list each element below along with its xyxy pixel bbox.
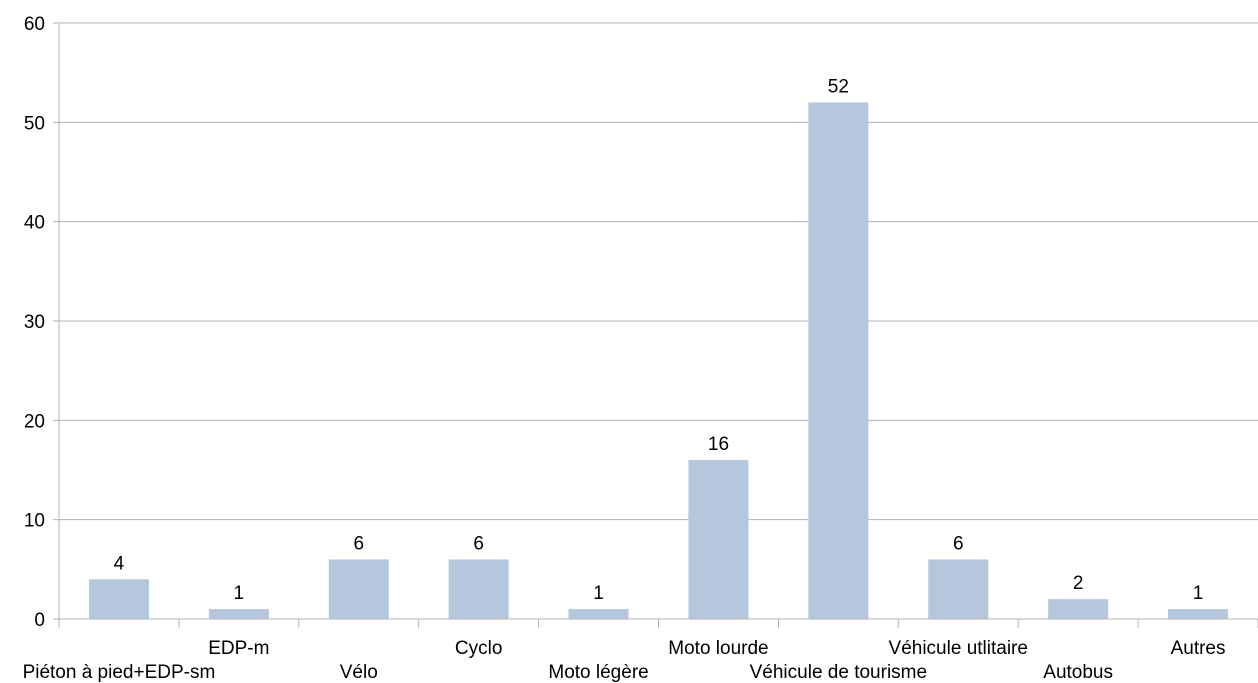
y-tick-label: 0	[34, 610, 45, 631]
y-tick-label: 40	[24, 213, 45, 234]
x-category-label: Vélo	[340, 662, 378, 683]
y-tick-label: 60	[24, 14, 45, 35]
gridlines	[59, 22, 1258, 521]
bar-5	[568, 609, 629, 619]
data-label: 1	[234, 583, 245, 604]
y-tick-label: 30	[24, 312, 45, 333]
data-label: 6	[953, 533, 964, 554]
bar-6	[688, 460, 749, 619]
x-category-label: Véhicule de tourisme	[750, 662, 927, 683]
bar-3	[328, 559, 389, 619]
x-category-label: Véhicule utlitaire	[889, 638, 1028, 659]
y-tick-label: 20	[24, 411, 45, 432]
bar-10	[1168, 609, 1229, 619]
x-category-label: Piéton à pied+EDP-sm	[23, 662, 216, 683]
bar-2	[208, 609, 269, 619]
bar-9	[1048, 599, 1109, 619]
axes	[53, 22, 1258, 628]
data-label: 16	[708, 434, 729, 455]
x-category-label: EDP-m	[208, 638, 269, 659]
data-label: 1	[1193, 583, 1204, 604]
x-category-label: Moto légère	[548, 662, 648, 683]
data-label: 6	[353, 533, 364, 554]
data-label: 52	[828, 76, 849, 97]
bar-8	[928, 559, 989, 619]
data-label: 2	[1073, 573, 1084, 594]
bars	[88, 102, 1229, 619]
labels: 0 10 20 30 40 50 60 4 Piéton à pied+EDP-sm 1 EDP-m…	[23, 14, 1226, 683]
x-category-label: Moto lourde	[668, 638, 768, 659]
y-tick-label: 10	[24, 511, 45, 532]
bar-7	[808, 102, 869, 619]
x-category-label: Cyclo	[455, 638, 503, 659]
bar-4	[448, 559, 509, 619]
x-category-label: Autobus	[1043, 662, 1113, 683]
data-label: 6	[473, 533, 484, 554]
y-tick-label: 50	[24, 113, 45, 134]
data-label: 4	[114, 553, 125, 574]
x-category-label: Autres	[1171, 638, 1226, 659]
bar-1	[88, 579, 149, 619]
data-label: 1	[593, 583, 604, 604]
